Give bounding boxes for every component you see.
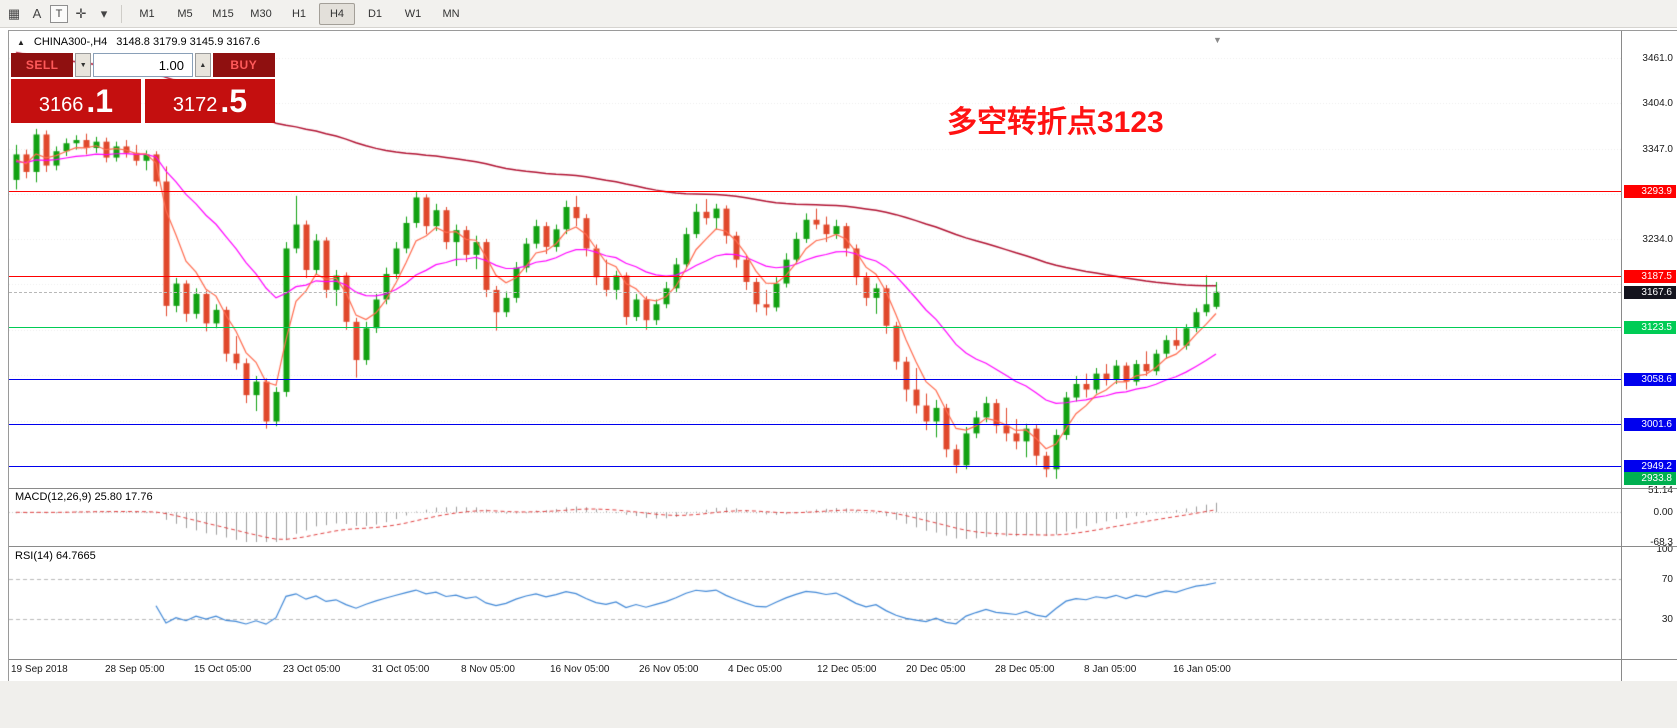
timeframe-button-m1[interactable]: M1	[139, 7, 155, 20]
x-axis-label: 23 Oct 05:00	[283, 664, 341, 675]
macd-axis-tick: -68.3	[1650, 537, 1673, 548]
bottom-strip	[0, 681, 1677, 728]
macd-axis-tick: 0.00	[1653, 507, 1673, 519]
sell-button[interactable]: SELL	[11, 53, 74, 77]
chart-text-annotation: 多空转折点3123	[947, 106, 1164, 139]
timeframe-button-m30[interactable]: M30	[250, 7, 272, 20]
rsi-axis-tick: 100	[1656, 544, 1673, 555]
y-axis-tick: 3404.0	[1642, 98, 1673, 110]
chart-shift-marker-icon[interactable]: ▼	[1213, 35, 1222, 45]
toolbar-icon-group: ▦ A T ✛ ▾	[4, 4, 114, 24]
text-tool-icon[interactable]: T	[50, 4, 68, 23]
price-level-badge-3058.6: 3058.6	[1624, 372, 1676, 386]
macd-panel-separator[interactable]	[9, 488, 1677, 489]
timeframe-button-m15[interactable]: M15	[212, 7, 234, 20]
buy-button[interactable]: BUY	[212, 53, 275, 77]
x-axis-label: 16 Jan 05:00	[1173, 664, 1231, 675]
price-level-line-3187.5[interactable]	[9, 275, 1621, 277]
price-axis[interactable]: 3461.0 3404.0 3347.0 3234.0 3293.9 3187.5 3167…	[1621, 31, 1677, 681]
x-axis-label: 16 Nov 05:00	[550, 664, 610, 675]
sell-price-button[interactable]: 3166 .1	[11, 79, 141, 123]
price-level-badge-3001.6: 3001.6	[1624, 418, 1676, 432]
dropdown-arrow-icon[interactable]: ▾	[100, 5, 108, 21]
x-axis-label: 26 Nov 05:00	[639, 664, 699, 675]
buy-price-button[interactable]: 3172 .5	[145, 79, 275, 123]
font-a-icon[interactable]: A	[32, 6, 42, 21]
top-toolbar: ▦ A T ✛ ▾ M1 M5 M15 M30 H1 H4 D1 W1 MN	[0, 0, 1677, 28]
timeframe-button-h1[interactable]: H1	[291, 7, 307, 20]
price-level-line-3123.5[interactable]	[9, 326, 1621, 328]
buy-price-main: 3172	[172, 94, 218, 116]
symbol-title: CHINA300-,H4	[33, 36, 108, 48]
price-level-badge-3123.5: 3123.5	[1624, 320, 1676, 334]
y-axis-tick: 3234.0	[1642, 233, 1673, 245]
timeframe-button-m5[interactable]: M5	[177, 7, 193, 20]
x-axis-label: 15 Oct 05:00	[194, 664, 252, 675]
price-level-badge-3293.9: 3293.9	[1624, 185, 1676, 199]
expand-icon[interactable]: ▲	[17, 37, 25, 47]
timeframe-button-h4[interactable]: H4	[319, 2, 355, 25]
timeframe-button-group: M1 M5 M15 M30 H1 H4 D1 W1 MN	[129, 2, 469, 25]
x-axis-label: 28 Dec 05:00	[995, 664, 1055, 675]
price-level-badge-2949.2: 2949.2	[1624, 459, 1676, 473]
volume-decrease-button[interactable]: ▼	[75, 53, 91, 77]
timeframe-button-d1[interactable]: D1	[367, 7, 383, 20]
price-level-badge-3187.5: 3187.5	[1624, 269, 1676, 283]
toolbar-separator	[121, 4, 122, 23]
chart-title-row: ▲ CHINA300-,H4 3148.8 3179.9 3145.9 3167…	[17, 36, 260, 48]
volume-increase-button[interactable]: ▲	[195, 53, 211, 77]
y-axis-tick: 3347.0	[1642, 143, 1673, 155]
crosshair-icon[interactable]: ✛	[75, 5, 87, 21]
x-axis-label: 19 Sep 2018	[11, 664, 68, 675]
one-click-trading-panel: SELL ▼ ▲ BUY 3166 .1 3172 .5	[11, 53, 275, 123]
y-axis-tick: 3461.0	[1642, 52, 1673, 64]
rsi-axis-tick: 70	[1661, 574, 1673, 585]
x-axis-label: 4 Dec 05:00	[728, 664, 782, 675]
chart-plot-area[interactable]: ▲ CHINA300-,H4 3148.8 3179.9 3145.9 3167…	[9, 31, 1621, 659]
price-level-line-3058.6[interactable]	[9, 378, 1621, 380]
sell-price-frac: .1	[86, 83, 114, 119]
price-level-line-3167.6[interactable]	[9, 291, 1621, 293]
down-arrow-icon: ▼	[79, 61, 87, 69]
ohlc-values: 3148.8 3179.9 3145.9 3167.6	[116, 36, 261, 48]
chart-window: ▲ CHINA300-,H4 3148.8 3179.9 3145.9 3167…	[8, 30, 1677, 682]
time-axis[interactable]: 19 Sep 2018 28 Sep 05:00 15 Oct 05:00 23 Oc…	[9, 659, 1621, 681]
toolbars-grid-icon[interactable]: ▦	[7, 5, 21, 21]
time-axis-separator	[9, 659, 1677, 660]
timeframe-button-mn[interactable]: MN	[442, 7, 460, 20]
price-level-badge-3167.6: 3167.6	[1624, 285, 1676, 299]
buy-price-frac: .5	[220, 83, 248, 119]
chart-canvas[interactable]	[9, 31, 1621, 659]
macd-axis-tick: 51.14	[1647, 485, 1673, 496]
volume-input[interactable]	[93, 53, 193, 77]
x-axis-label: 31 Oct 05:00	[372, 664, 430, 675]
rsi-panel-separator[interactable]	[9, 546, 1677, 547]
x-axis-label: 20 Dec 05:00	[906, 664, 966, 675]
rsi-indicator-label: RSI(14) 64.7665	[15, 550, 96, 562]
x-axis-label: 12 Dec 05:00	[817, 664, 877, 675]
price-level-badge-2933.8: 2933.8	[1624, 472, 1676, 486]
up-arrow-icon: ▲	[199, 61, 207, 69]
macd-indicator-label: MACD(12,26,9) 25.80 17.76	[15, 491, 153, 503]
price-level-line-3293.9[interactable]	[9, 191, 1621, 193]
x-axis-label: 28 Sep 05:00	[105, 664, 165, 675]
rsi-axis-tick: 30	[1661, 614, 1673, 625]
sell-price-main: 3166	[38, 94, 84, 116]
x-axis-label: 8 Jan 05:00	[1084, 664, 1137, 675]
price-level-line-3001.6[interactable]	[9, 424, 1621, 426]
x-axis-label: 8 Nov 05:00	[461, 664, 515, 675]
timeframe-button-w1[interactable]: W1	[404, 7, 422, 20]
price-level-line-2949.2[interactable]	[9, 465, 1621, 467]
